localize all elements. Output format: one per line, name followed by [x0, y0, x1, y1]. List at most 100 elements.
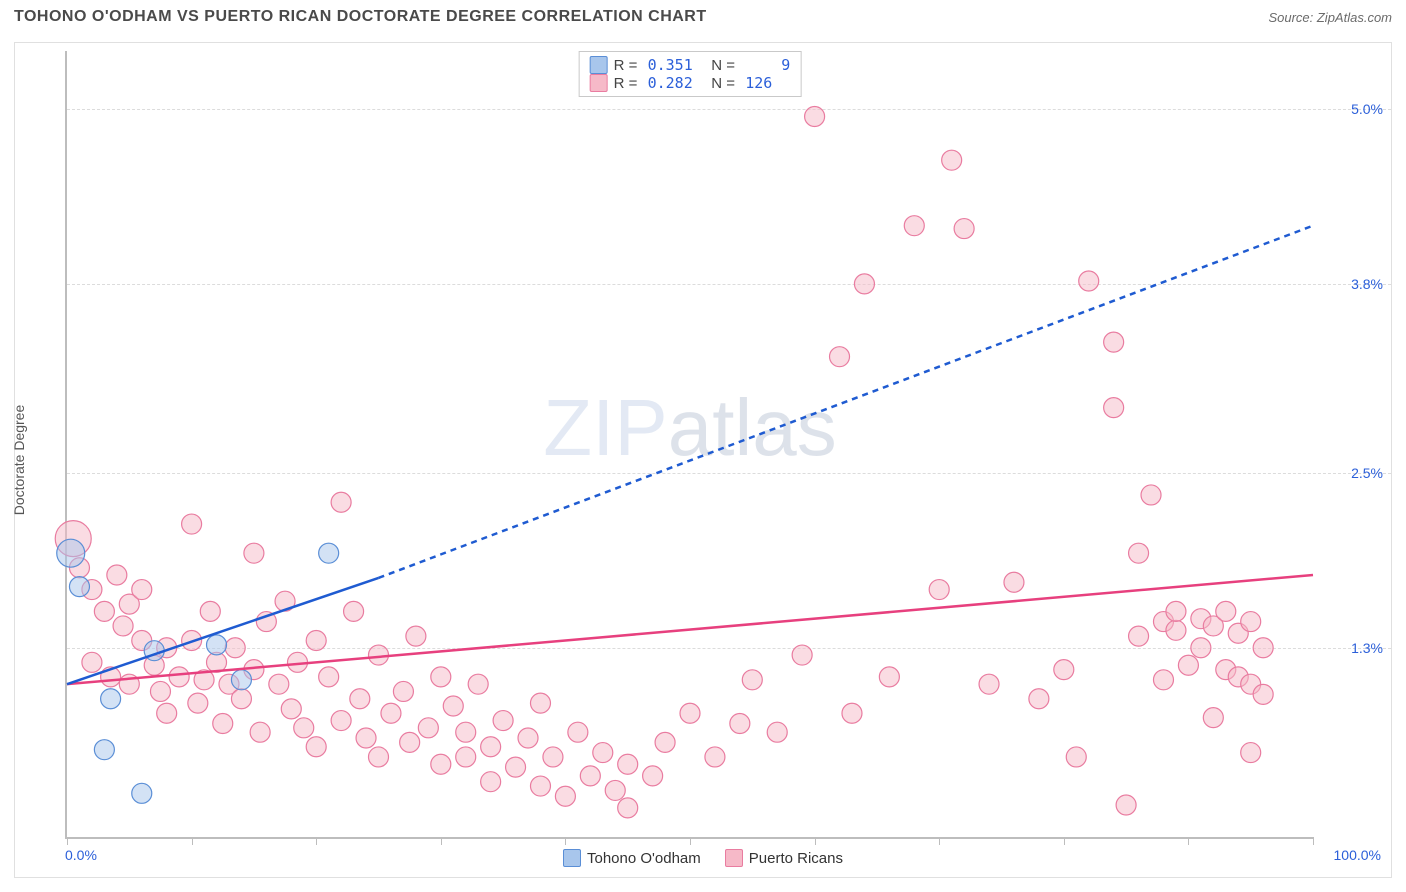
swatch-series-b — [590, 74, 608, 92]
scatter-point — [805, 107, 825, 127]
scatter-point — [580, 766, 600, 786]
scatter-point — [306, 631, 326, 651]
scatter-point — [493, 711, 513, 731]
scatter-point — [705, 747, 725, 767]
n-label-b: N = — [699, 75, 739, 92]
scatter-point — [132, 783, 152, 803]
x-tick — [939, 837, 940, 845]
scatter-point — [157, 703, 177, 723]
scatter-point — [1203, 708, 1223, 728]
scatter-point — [680, 703, 700, 723]
scatter-point — [879, 667, 899, 687]
scatter-point — [113, 616, 133, 636]
scatter-point — [618, 754, 638, 774]
scatter-point — [443, 696, 463, 716]
scatter-point — [231, 689, 251, 709]
scatter-point — [1079, 271, 1099, 291]
x-tick — [1064, 837, 1065, 845]
scatter-point — [1216, 601, 1236, 621]
legend-label-a: Tohono O'odham — [587, 850, 701, 867]
scatter-point — [643, 766, 663, 786]
scatter-point — [244, 543, 264, 563]
scatter-point — [1141, 485, 1161, 505]
scatter-point — [1166, 601, 1186, 621]
scatter-point — [1129, 626, 1149, 646]
scatter-point — [393, 681, 413, 701]
y-tick-label: 1.3% — [1351, 640, 1383, 656]
scatter-point — [331, 492, 351, 512]
scatter-point — [1029, 689, 1049, 709]
scatter-point — [418, 718, 438, 738]
x-tick — [815, 837, 816, 845]
scatter-point — [250, 722, 270, 742]
scatter-point — [69, 577, 89, 597]
scatter-point — [1241, 612, 1261, 632]
scatter-point — [555, 786, 575, 806]
x-axis-min-label: 0.0% — [65, 847, 97, 863]
swatch-a-icon — [563, 849, 581, 867]
series-legend: Tohono O'odham Puerto Ricans — [563, 849, 843, 867]
scatter-point — [269, 674, 289, 694]
scatter-point — [344, 601, 364, 621]
scatter-point — [169, 667, 189, 687]
y-axis-label: Doctorate Degree — [11, 405, 27, 516]
scatter-point — [57, 539, 85, 567]
scatter-point — [225, 638, 245, 658]
scatter-point — [1004, 572, 1024, 592]
chart-title: TOHONO O'ODHAM VS PUERTO RICAN DOCTORATE… — [14, 8, 707, 26]
scatter-point — [182, 514, 202, 534]
scatter-point — [904, 216, 924, 236]
correlation-legend-box: R = 0.351 N = 9 R = 0.282 N = 126 — [579, 51, 802, 97]
scatter-point — [1066, 747, 1086, 767]
scatter-point — [350, 689, 370, 709]
scatter-point — [854, 274, 874, 294]
chart-container: Doctorate Degree ZIPatlas R = 0.351 N = … — [14, 42, 1392, 878]
scatter-point — [1116, 795, 1136, 815]
r-label-b: R = — [614, 75, 642, 92]
scatter-point — [942, 150, 962, 170]
swatch-b-icon — [725, 849, 743, 867]
scatter-point — [150, 681, 170, 701]
scatter-point — [481, 772, 501, 792]
legend-row-b: R = 0.282 N = 126 — [590, 74, 791, 92]
scatter-point — [605, 780, 625, 800]
legend-item-b: Puerto Ricans — [725, 849, 843, 867]
chart-source: Source: ZipAtlas.com — [1268, 10, 1392, 25]
scatter-point — [593, 743, 613, 763]
chart-header: TOHONO O'ODHAM VS PUERTO RICAN DOCTORATE… — [0, 0, 1406, 30]
scatter-point — [618, 798, 638, 818]
r-value-b: 0.282 — [648, 74, 693, 92]
scatter-point — [530, 776, 550, 796]
scatter-point — [730, 713, 750, 733]
scatter-point — [400, 732, 420, 752]
trend-line — [67, 575, 1313, 684]
legend-item-a: Tohono O'odham — [563, 849, 701, 867]
scatter-point — [1153, 670, 1173, 690]
x-tick — [441, 837, 442, 845]
scatter-point — [1253, 684, 1273, 704]
scatter-point — [1191, 638, 1211, 658]
scatter-point — [456, 747, 476, 767]
scatter-point — [742, 670, 762, 690]
scatter-point — [381, 703, 401, 723]
scatter-point — [929, 580, 949, 600]
scatter-point — [456, 722, 476, 742]
scatter-svg — [67, 51, 1313, 837]
scatter-point — [518, 728, 538, 748]
scatter-point — [1166, 620, 1186, 640]
scatter-point — [356, 728, 376, 748]
scatter-point — [82, 652, 102, 672]
r-value-a: 0.351 — [648, 56, 693, 74]
scatter-point — [543, 747, 563, 767]
scatter-point — [188, 693, 208, 713]
x-tick — [565, 837, 566, 845]
scatter-point — [1241, 743, 1261, 763]
scatter-point — [132, 580, 152, 600]
scatter-point — [655, 732, 675, 752]
scatter-point — [568, 722, 588, 742]
x-tick — [1188, 837, 1189, 845]
y-tick-label: 3.8% — [1351, 276, 1383, 292]
x-tick — [1313, 837, 1314, 845]
scatter-point — [979, 674, 999, 694]
scatter-point — [207, 635, 227, 655]
